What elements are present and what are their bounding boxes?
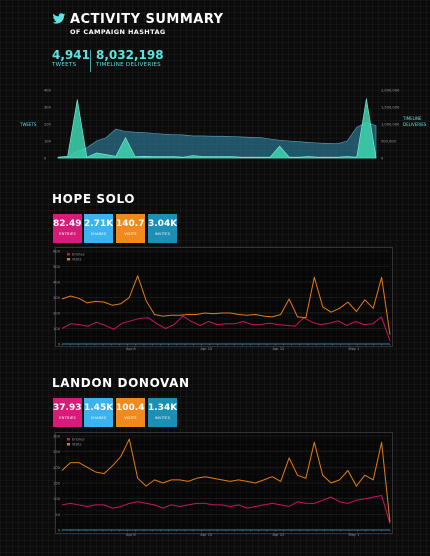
y2-axis-label-line1: TIMELINE bbox=[402, 116, 422, 121]
deliveries-label: TIMELINE DELIVERIES bbox=[96, 62, 161, 68]
activity-area-chart: 400 300 200 100 0 2,000,000 1,500,000 1,000,000… bbox=[19, 89, 427, 161]
metric-card-entries: 82.49K ENTRIES bbox=[53, 214, 82, 243]
y-axis-label: TWEETS bbox=[19, 122, 37, 127]
metric-card-visits: 140.74K VISITS bbox=[116, 214, 145, 243]
y-tick-label: 300 bbox=[53, 296, 61, 300]
metric-value: 82.49K bbox=[53, 219, 82, 229]
metric-label: INVITES bbox=[154, 416, 171, 420]
legend-swatch-visits bbox=[67, 443, 70, 446]
tweets-label: TWEETS bbox=[52, 62, 77, 68]
y-tick-label: 0 bbox=[58, 529, 61, 533]
legend-swatch-visits bbox=[67, 258, 70, 261]
metric-label: ENTRIES bbox=[59, 416, 76, 420]
y-tick-label: 100 bbox=[53, 497, 61, 501]
legend-swatch-entries bbox=[67, 253, 70, 256]
y-tick-label: 500 bbox=[53, 265, 61, 269]
tweets-value: 4,941 bbox=[52, 48, 90, 62]
twitter-bird-icon bbox=[52, 13, 66, 24]
metric-value: 2.71K bbox=[84, 219, 113, 229]
y-tick-label: 300 bbox=[53, 435, 61, 439]
metric-card-shares: 2.71K SHARES bbox=[84, 214, 113, 243]
metric-card-invites: 3.04K INVITES bbox=[148, 214, 177, 243]
section-title-hope-solo: HOPE SOLO bbox=[52, 192, 136, 206]
chart-frame-hope-solo bbox=[55, 247, 393, 347]
page-title: ACTIVITY SUMMARY bbox=[70, 12, 224, 27]
legend-swatch-entries bbox=[67, 438, 70, 441]
tweets-area bbox=[57, 98, 377, 159]
legend-label-visits: Visits bbox=[72, 258, 82, 262]
series-line-entries bbox=[61, 315, 391, 342]
y-tick-label: 400 bbox=[44, 89, 52, 93]
y-tick-label: 200 bbox=[53, 312, 61, 316]
metric-card-visits: 100.43K VISITS bbox=[116, 398, 145, 427]
x-tick-label: Apr 15 bbox=[200, 347, 212, 351]
metric-card-invites: 1.34K INVITES bbox=[148, 398, 177, 427]
line-chart-hope-solo: 600 500 400 300 200 100 0 Apr 8 Apr 15 Apr 22 May … bbox=[53, 250, 391, 351]
x-tick-label: Apr 22 bbox=[273, 533, 285, 537]
y-tick-label: 50 bbox=[55, 513, 60, 517]
deliveries-area bbox=[57, 121, 377, 159]
x-tick-label: May 1 bbox=[348, 347, 359, 351]
y2-tick-label: 0 bbox=[381, 157, 384, 161]
metric-label: SHARES bbox=[90, 416, 107, 420]
metric-label: VISITS bbox=[124, 232, 137, 236]
metric-label: ENTRIES bbox=[59, 232, 76, 236]
metric-label: SHARES bbox=[90, 232, 107, 236]
series-line-visits bbox=[61, 438, 391, 523]
page-subtitle: OF CAMPAIGN HASHTAG bbox=[70, 28, 166, 36]
series-line-entries bbox=[61, 495, 391, 524]
y-tick-label: 250 bbox=[53, 450, 61, 454]
metric-label: VISITS bbox=[124, 416, 137, 420]
y2-tick-label: 2,000,000 bbox=[381, 89, 400, 93]
y2-tick-label: 1,500,000 bbox=[381, 106, 400, 110]
metric-card-shares: 1.45K SHARES bbox=[84, 398, 113, 427]
legend-label-entries: Entries bbox=[72, 438, 85, 442]
metric-value: 140.74K bbox=[116, 219, 145, 229]
metric-value: 3.04K bbox=[148, 219, 177, 229]
y2-axis-label-line2: DELIVERIES bbox=[403, 122, 427, 127]
deliveries-stat: 8,032,198 TIMELINE DELIVERIES bbox=[96, 48, 164, 68]
legend-label-visits: Visits bbox=[72, 443, 82, 447]
y-tick-label: 100 bbox=[44, 140, 52, 144]
metric-value: 100.43K bbox=[116, 403, 145, 413]
stat-divider bbox=[90, 50, 91, 72]
y-tick-label: 0 bbox=[44, 157, 47, 161]
y-tick-label: 600 bbox=[53, 250, 61, 254]
y-tick-label: 200 bbox=[44, 123, 52, 127]
x-tick-label: Apr 8 bbox=[126, 533, 136, 537]
line-chart-landon-donovan: 300 250 200 150 100 50 0 Apr 8 Apr 15 Apr 22 May 1… bbox=[53, 435, 391, 537]
deliveries-value: 8,032,198 bbox=[96, 48, 164, 62]
y2-tick-label: 1,000,000 bbox=[381, 123, 400, 127]
y-tick-label: 200 bbox=[53, 466, 61, 470]
y2-tick-label: 500,000 bbox=[381, 140, 397, 144]
series-line-visits bbox=[61, 275, 391, 335]
x-tick-label: Apr 22 bbox=[273, 347, 285, 351]
x-tick-label: May 1 bbox=[348, 533, 359, 537]
metric-value: 37.93K bbox=[53, 403, 82, 413]
metric-label: INVITES bbox=[154, 232, 171, 236]
section-title-landon-donovan: LANDON DONOVAN bbox=[52, 376, 190, 390]
y-tick-label: 150 bbox=[53, 482, 61, 486]
y-tick-label: 100 bbox=[53, 327, 61, 331]
metric-value: 1.34K bbox=[148, 403, 177, 413]
metric-value: 1.45K bbox=[84, 403, 113, 413]
y-tick-label: 0 bbox=[58, 343, 61, 347]
y-tick-label: 400 bbox=[53, 281, 61, 285]
x-tick-label: Apr 15 bbox=[200, 533, 212, 537]
metric-card-entries: 37.93K ENTRIES bbox=[53, 398, 82, 427]
x-tick-label: Apr 8 bbox=[126, 347, 136, 351]
tweets-stat: 4,941 TWEETS bbox=[52, 48, 90, 68]
legend-label-entries: Entries bbox=[72, 253, 85, 257]
y-tick-label: 300 bbox=[44, 106, 52, 110]
